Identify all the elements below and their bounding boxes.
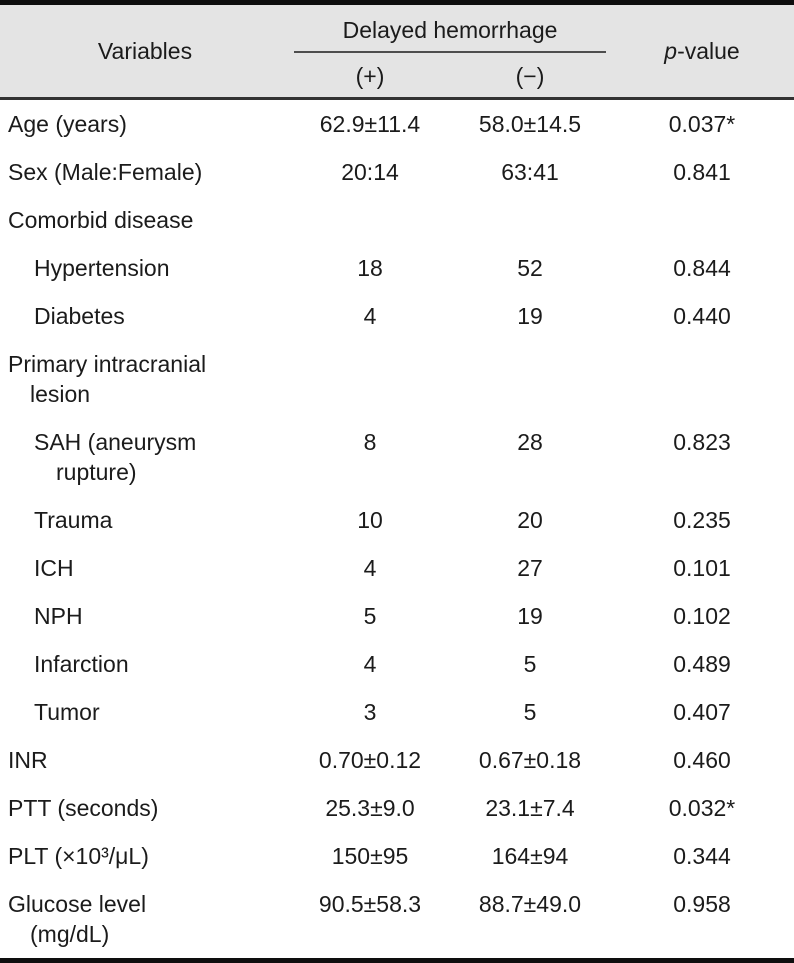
table-section-row: Primary intracranial lesion: [0, 340, 794, 418]
value-plus: 20:14: [341, 159, 399, 185]
table-row: Sex (Male:Female) 20:14 63:41 0.841: [0, 148, 794, 196]
value-minus: 28: [517, 429, 543, 455]
pvalue-rest: -value: [677, 37, 740, 64]
spanner-label: Delayed hemorrhage: [294, 7, 607, 53]
p-value: 0.958: [673, 891, 731, 917]
table-header: Variables Delayed hemorrhage p-value (+)…: [0, 5, 794, 99]
value-minus: 20: [517, 507, 543, 533]
value-minus: 63:41: [501, 159, 559, 185]
value-plus: [290, 196, 450, 244]
row-label: Hypertension: [34, 255, 170, 281]
p-value: 0.407: [673, 699, 731, 725]
table-row: ICH 4 27 0.101: [0, 544, 794, 592]
p-value: 0.032*: [668, 795, 736, 821]
p-value: 0.844: [673, 255, 731, 281]
value-plus: 62.9±11.4: [319, 111, 421, 137]
table-row: Glucose level (mg/dL) 90.5±58.3 88.7±49.0…: [0, 880, 794, 958]
row-label: Sex (Male:Female): [8, 159, 203, 185]
p-value: 0.235: [673, 507, 731, 533]
pvalue-p: p: [664, 37, 678, 64]
delayed-hemorrhage-spanner: Delayed hemorrhage: [290, 5, 611, 55]
p-value: 0.489: [673, 651, 731, 677]
row-label: Age (years): [8, 111, 127, 137]
value-minus: 27: [517, 555, 543, 581]
value-minus: 5: [523, 651, 537, 677]
value-plus: 25.3±9.0: [325, 795, 415, 821]
p-value: 0.460: [673, 747, 731, 773]
table-row: Tumor 3 5 0.407: [0, 688, 794, 736]
value-plus: 4: [363, 651, 377, 677]
value-minus: 164±94: [491, 843, 569, 869]
p-value: 0.841: [673, 159, 731, 185]
table-row: Trauma 10 20 0.235: [0, 496, 794, 544]
table-row: INR 0.70±0.12 0.67±0.18 0.460: [0, 736, 794, 784]
value-minus: 88.7±49.0: [478, 891, 582, 917]
value-plus: 0.70±0.12: [318, 747, 422, 773]
table-row: Hypertension 18 52 0.844: [0, 244, 794, 292]
value-plus: 5: [363, 603, 377, 629]
value-minus: 52: [517, 255, 543, 281]
value-plus: 4: [363, 303, 377, 329]
header-row-subcolumns: (+) (−): [0, 55, 794, 99]
row-label: INR: [8, 747, 48, 773]
minus-column-header: (−): [450, 55, 611, 99]
value-plus: 18: [357, 255, 383, 281]
variables-header: Variables: [0, 5, 290, 99]
value-minus: [450, 340, 610, 418]
row-label: PTT (seconds): [8, 795, 159, 821]
table-row: Infarction 4 5 0.489: [0, 640, 794, 688]
table-row: PLT (×10³/μL) 150±95 164±94 0.344: [0, 832, 794, 880]
row-label: Glucose level (mg/dL): [8, 891, 147, 947]
table-row: Age (years) 62.9±11.4 58.0±14.5 0.037*: [0, 99, 794, 149]
row-label: Infarction: [34, 651, 129, 677]
value-minus: 19: [517, 303, 543, 329]
row-label: Diabetes: [34, 303, 125, 329]
value-minus: [450, 196, 610, 244]
row-label: SAH (aneurysm rupture): [34, 429, 197, 485]
value-plus: 3: [363, 699, 377, 725]
table-row: NPH 5 19 0.102: [0, 592, 794, 640]
value-minus: 5: [523, 699, 537, 725]
row-label: Primary intracranial lesion: [8, 351, 207, 407]
table-section-row: Comorbid disease: [0, 196, 794, 244]
row-label: PLT (×10³/μL): [8, 843, 149, 869]
table-row: PTT (seconds) 25.3±9.0 23.1±7.4 0.032*: [0, 784, 794, 832]
row-label: Trauma: [34, 507, 113, 533]
value-plus: 10: [357, 507, 383, 533]
header-row-spanner: Variables Delayed hemorrhage p-value: [0, 5, 794, 99]
row-label: Tumor: [34, 699, 100, 725]
value-plus: 90.5±58.3: [318, 891, 422, 917]
table-row: SAH (aneurysm rupture) 8 28 0.823: [0, 418, 794, 496]
value-minus: 0.67±0.18: [478, 747, 582, 773]
p-value: 0.823: [673, 429, 731, 455]
delayed-hemorrhage-table: Variables Delayed hemorrhage p-value (+)…: [0, 5, 794, 958]
row-label: Comorbid disease: [8, 207, 194, 233]
value-minus: 19: [517, 603, 543, 629]
value-minus: 58.0±14.5: [478, 111, 582, 137]
p-value: [610, 340, 794, 418]
row-label: NPH: [34, 603, 83, 629]
p-value: 0.440: [673, 303, 731, 329]
value-plus: 4: [363, 555, 377, 581]
row-label: ICH: [34, 555, 74, 581]
value-minus: 23.1±7.4: [485, 795, 575, 821]
p-value: 0.344: [673, 843, 731, 869]
value-plus: 150±95: [331, 843, 409, 869]
table-row: Diabetes 4 19 0.440: [0, 292, 794, 340]
p-value: 0.037*: [668, 111, 736, 137]
p-value: [610, 196, 794, 244]
plus-column-header: (+): [290, 55, 450, 99]
p-value: 0.101: [673, 555, 731, 581]
pvalue-header: p-value: [610, 5, 794, 99]
p-value: 0.102: [673, 603, 731, 629]
value-plus: 8: [363, 429, 377, 455]
value-plus: [290, 340, 450, 418]
